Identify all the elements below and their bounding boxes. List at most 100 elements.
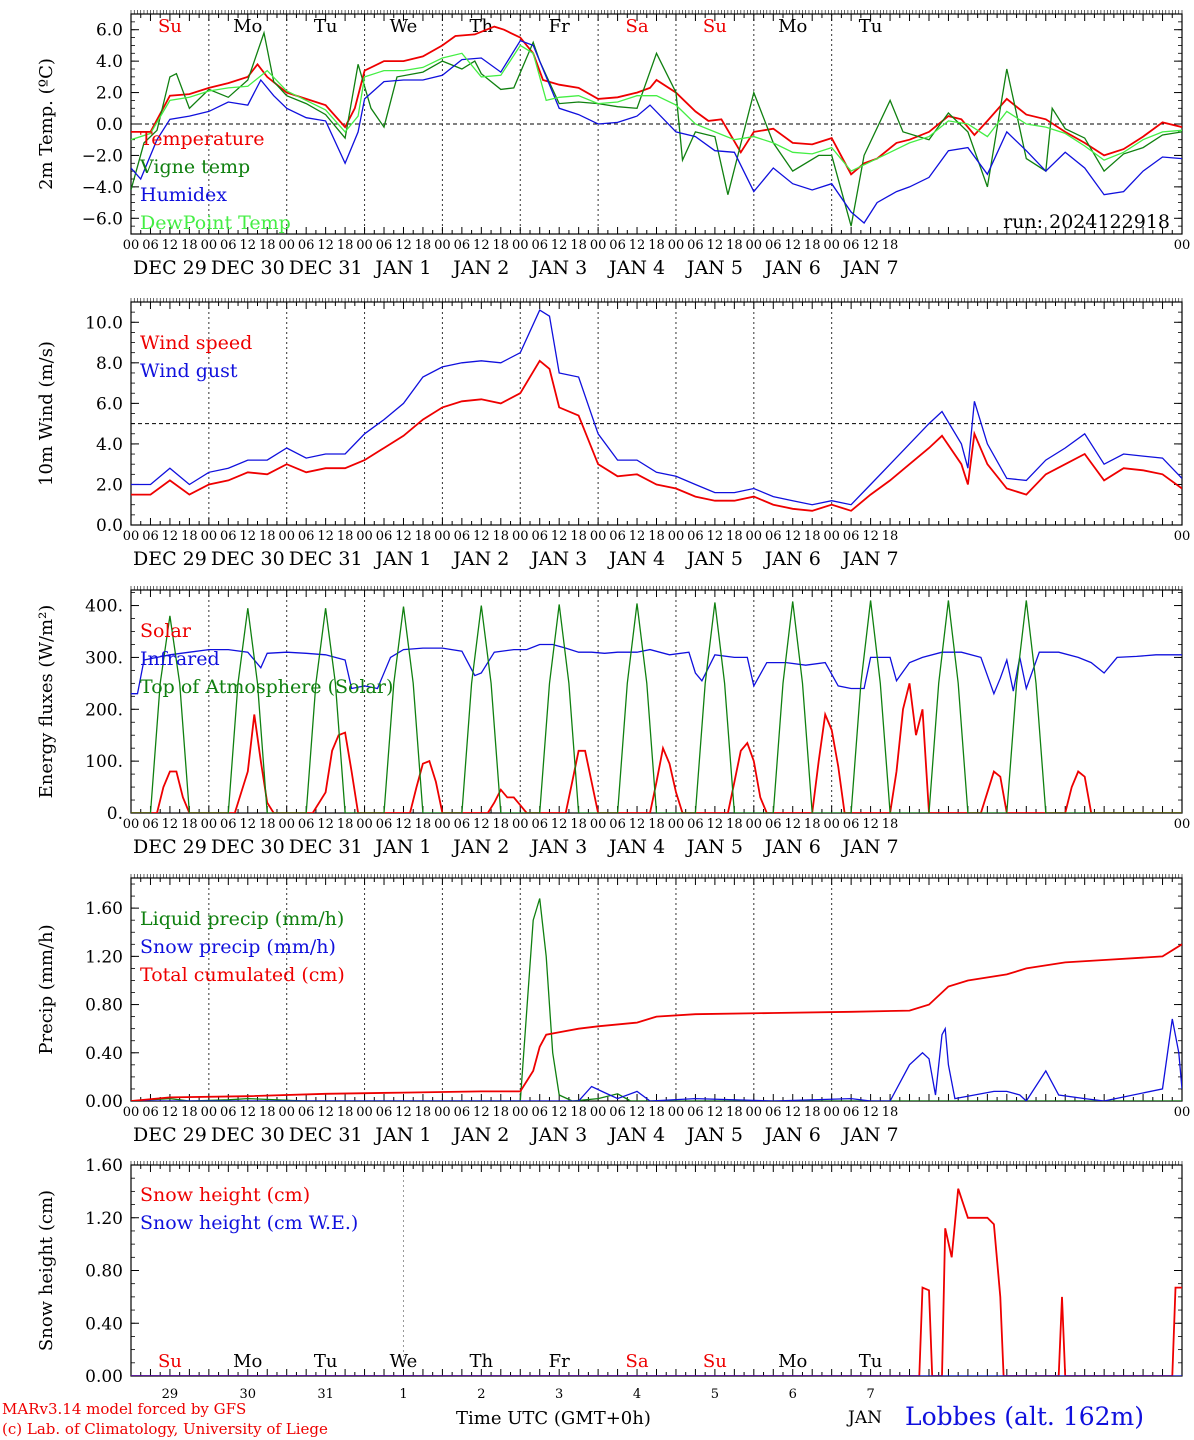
hour-tick-label: 18 [415, 529, 432, 544]
hour-tick-label: 00 [512, 238, 529, 253]
day-label: JAN 7 [841, 548, 899, 570]
hour-tick-label: 00 [746, 238, 763, 253]
hour-tick-label: 06 [298, 529, 315, 544]
hour-tick-label: 00 [823, 817, 840, 832]
y-tick-label: 0.40 [85, 1314, 123, 1334]
hour-tick-label: 00 [512, 817, 529, 832]
legend-item: Wind gust [140, 360, 238, 382]
hour-tick-label: 00 [356, 817, 373, 832]
hour-tick-label: 06 [220, 817, 237, 832]
hour-tick-label: 18 [337, 529, 354, 544]
hour-tick-label: 00 [434, 1105, 451, 1120]
y-tick-label: 100. [85, 752, 123, 772]
day-label: JAN 5 [685, 257, 743, 279]
day-label: DEC 30 [211, 548, 285, 570]
hour-tick-label: 00 [590, 817, 607, 832]
hour-tick-label: 12 [395, 238, 412, 253]
weekday-label: Su [158, 16, 182, 37]
y-tick-label: 4.0 [96, 435, 123, 455]
day-label: JAN 2 [451, 548, 509, 570]
day-label: JAN 3 [529, 257, 587, 279]
hour-tick-label: 12 [707, 529, 724, 544]
hour-tick-label: 06 [765, 529, 782, 544]
hour-tick-label: 00 [512, 1105, 529, 1120]
hour-tick-label: 18 [648, 1105, 665, 1120]
weekday-label: Fr [549, 16, 570, 37]
legend-item: Vigne temp [139, 156, 250, 178]
weekday-label: Mo [233, 16, 262, 37]
day-label: DEC 30 [211, 836, 285, 858]
model-credit: MARv3.14 model forced by GFS [2, 1400, 247, 1418]
hour-tick-label: 18 [882, 1105, 899, 1120]
hour-tick-label: 18 [181, 238, 198, 253]
y-tick-label: 1.60 [85, 899, 123, 919]
y-tick-label: 2.0 [96, 475, 123, 495]
hour-tick-label: 06 [220, 529, 237, 544]
hour-tick-label: 18 [337, 817, 354, 832]
hour-tick-label: 12 [707, 1105, 724, 1120]
legend-item: Snow height (cm W.E.) [140, 1212, 358, 1234]
hour-tick-label: 18 [570, 529, 587, 544]
y-tick-label: 0.40 [85, 1044, 123, 1064]
hour-tick-label: 12 [784, 238, 801, 253]
day-label: JAN 6 [763, 548, 821, 570]
legend-item: Temperature [140, 128, 264, 150]
y-tick-label: 300. [85, 648, 123, 668]
hour-tick-label: 06 [765, 1105, 782, 1120]
hour-tick-label: 00 [278, 529, 295, 544]
hour-tick-label: 18 [726, 529, 743, 544]
hour-tick-label: 12 [317, 529, 334, 544]
hour-tick-label: 12 [629, 529, 646, 544]
hour-tick-label: 06 [687, 817, 704, 832]
hour-tick-label: 06 [609, 238, 626, 253]
y-tick-label: −2.0 [82, 146, 123, 166]
series-line-liquid-precip-mm-h- [131, 898, 1182, 1101]
y-tick-label: 4.0 [96, 52, 123, 72]
hour-tick-label: 06 [298, 817, 315, 832]
hour-tick-label: 18 [415, 817, 432, 832]
hour-tick-label: 18 [181, 1105, 198, 1120]
legend-item: Snow precip (mm/h) [140, 936, 336, 958]
hour-tick-label: 06 [687, 1105, 704, 1120]
hour-tick-label: 06 [454, 529, 471, 544]
legend-item: DewPoint Temp [140, 212, 291, 234]
hour-tick-label: 06 [609, 1105, 626, 1120]
hour-tick-label: 12 [862, 238, 879, 253]
day-number-label: 3 [555, 1387, 563, 1402]
day-number-label: 7 [866, 1387, 874, 1402]
legend-item: Humidex [140, 184, 227, 206]
hour-tick-label: 12 [162, 817, 179, 832]
series-line-solar [131, 683, 1182, 813]
hour-tick-label: 06 [843, 1105, 860, 1120]
hour-tick-label: 00 [746, 529, 763, 544]
hour-tick-label: 00 [1174, 817, 1191, 832]
hour-tick-label: 12 [240, 1105, 257, 1120]
series-line-wind-gust [131, 309, 1182, 506]
footer: MARv3.14 model forced by GFS (c) Lab. of… [0, 1400, 1194, 1440]
hour-tick-label: 06 [298, 238, 315, 253]
y-tick-label: 1.20 [85, 947, 123, 967]
day-label: JAN 7 [841, 836, 899, 858]
hour-tick-label: 12 [551, 529, 568, 544]
hour-tick-label: 18 [726, 817, 743, 832]
hour-tick-label: 00 [201, 817, 218, 832]
hour-tick-label: 18 [415, 1105, 432, 1120]
hour-tick-label: 06 [220, 1105, 237, 1120]
hour-tick-label: 06 [298, 1105, 315, 1120]
hour-tick-label: 18 [181, 529, 198, 544]
station-label: Lobbes (alt. 162m) [905, 1402, 1145, 1431]
day-label: JAN 4 [607, 257, 665, 279]
hour-tick-label: 12 [862, 817, 879, 832]
y-tick-label: 200. [85, 700, 123, 720]
hour-tick-label: 18 [804, 1105, 821, 1120]
hour-tick-label: 12 [629, 817, 646, 832]
series-line-infrared [131, 643, 1182, 696]
weekday-label: Mo [233, 1351, 262, 1372]
y-tick-label: 0.80 [85, 996, 123, 1016]
hour-tick-label: 06 [609, 529, 626, 544]
weekday-label: Sa [626, 16, 649, 37]
hour-tick-label: 00 [590, 529, 607, 544]
day-number-label: 31 [317, 1387, 334, 1402]
y-tick-label: 10.0 [85, 313, 123, 333]
day-label: JAN 4 [607, 548, 665, 570]
